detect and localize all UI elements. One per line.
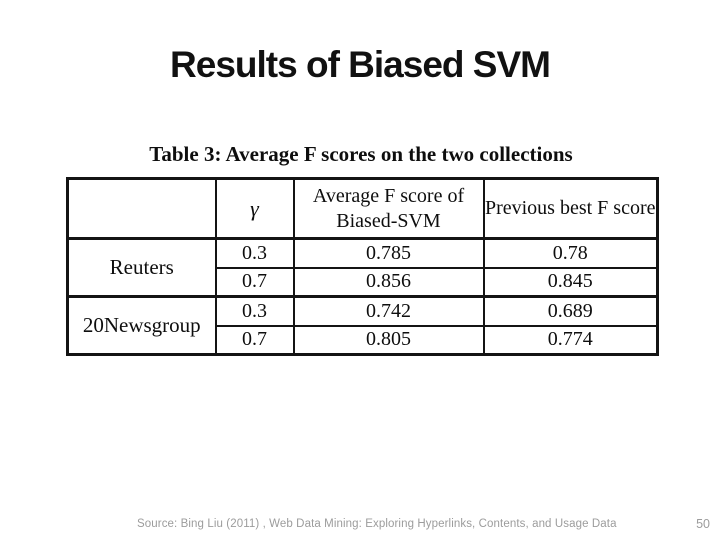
previous-best-score-cell: 0.845 [482, 266, 659, 298]
table-row: Reuters 0.3 0.785 0.78 [66, 237, 659, 298]
biased-svm-score-cell: 0.785 [292, 237, 485, 269]
slide-title: Results of Biased SVM [170, 44, 551, 85]
gamma-cell: 0.7 [214, 324, 295, 356]
table-header-empty-cell [66, 177, 217, 240]
dataset-label-cell: Reuters [66, 237, 217, 298]
table-header-previous-best: Previous best F score [482, 177, 659, 240]
table-caption: Table 3: Average F scores on the two col… [149, 142, 573, 166]
previous-best-score-cell: 0.78 [482, 237, 659, 269]
previous-best-score-cell: 0.774 [482, 324, 659, 356]
table-row: 0.7 0.856 0.845 [68, 266, 659, 298]
biased-svm-score-cell: 0.742 [292, 295, 485, 327]
table-header-gamma: γ [214, 177, 295, 240]
gamma-cell: 0.7 [214, 266, 295, 298]
previous-best-score-cell: 0.689 [482, 295, 659, 327]
biased-svm-score-cell: 0.856 [292, 266, 485, 298]
table-row: 20Newsgroup 0.3 0.742 0.689 [66, 295, 659, 356]
source-attribution: Source: Bing Liu (2011) , Web Data Minin… [137, 518, 617, 530]
table-header-biased-svm: Average F score of Biased-SVM [292, 177, 485, 240]
dataset-label-cell: 20Newsgroup [66, 295, 217, 356]
gamma-cell: 0.3 [214, 295, 295, 327]
page-number: 50 [696, 517, 710, 531]
biased-svm-score-cell: 0.805 [292, 324, 485, 356]
table-row: 0.7 0.805 0.774 [68, 324, 659, 356]
f-scores-table: γ Average F score of Biased-SVM Previous… [66, 177, 659, 356]
gamma-cell: 0.3 [214, 237, 295, 269]
table-header-row: γ Average F score of Biased-SVM Previous… [66, 177, 659, 240]
